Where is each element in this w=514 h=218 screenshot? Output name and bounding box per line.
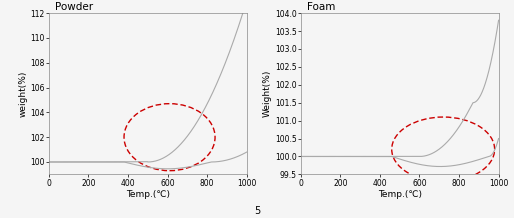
Y-axis label: Weight(%): Weight(%) <box>263 70 272 118</box>
X-axis label: Temp.(℃): Temp.(℃) <box>126 190 170 199</box>
X-axis label: Temp.(℃): Temp.(℃) <box>378 190 421 199</box>
Text: Powder: Powder <box>55 2 93 12</box>
Text: Foam: Foam <box>307 2 335 12</box>
Y-axis label: weight(%): weight(%) <box>19 71 27 117</box>
Text: 5: 5 <box>254 206 260 216</box>
